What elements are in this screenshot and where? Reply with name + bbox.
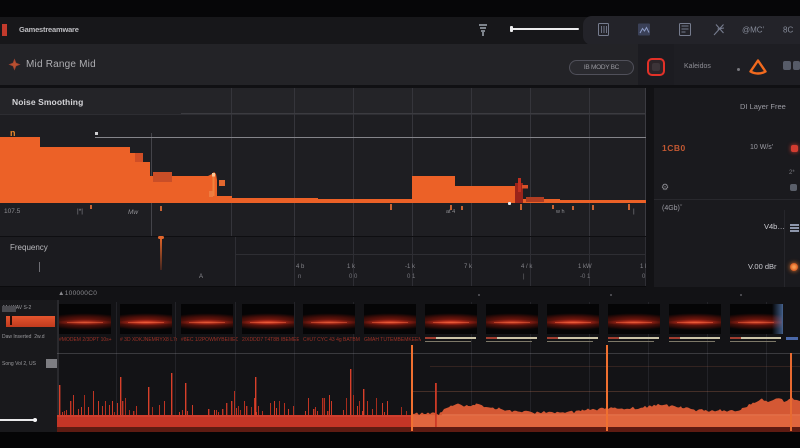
svg-text:8C: 8C — [783, 26, 793, 35]
svg-text:@MC’: @MC’ — [742, 26, 765, 35]
